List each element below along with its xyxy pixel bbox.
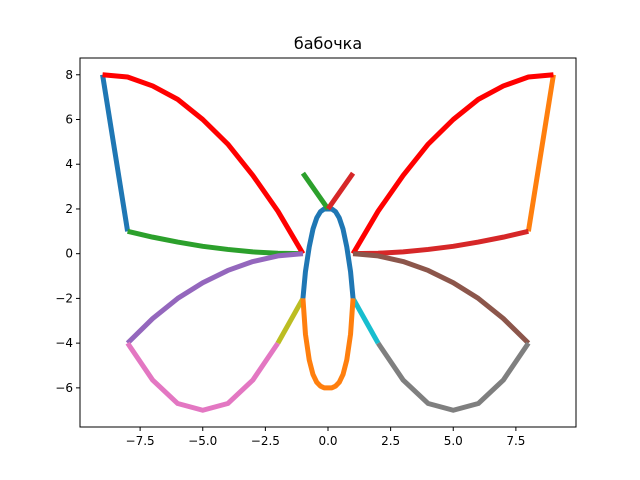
series-line-8: [352, 251, 531, 345]
series-line-12: [350, 297, 381, 345]
series-line-4: [353, 228, 529, 257]
series-line-10: [376, 341, 531, 413]
y-axis: −6 −4 −2 0 2 4 6 8: [55, 68, 80, 395]
y-tick-label: −6: [55, 381, 73, 395]
x-tick-label: −7.5: [126, 434, 155, 448]
y-tick-label: −4: [55, 336, 73, 350]
x-tick-label: −2.5: [251, 434, 280, 448]
x-tick-label: −5.0: [188, 434, 217, 448]
chart-title: бабочка: [294, 34, 362, 53]
series-layer: [100, 72, 556, 413]
series-line-3: [127, 228, 303, 257]
series-line-2: [525, 74, 556, 232]
y-tick-label: 8: [65, 68, 73, 82]
y-tick-label: 2: [65, 202, 73, 216]
series-line-9: [125, 341, 280, 413]
series-line-14: [300, 298, 356, 391]
x-tick-label: 5.0: [444, 434, 463, 448]
series-line-6: [350, 72, 554, 255]
series-line-15: [300, 171, 331, 211]
series-line-7: [125, 251, 304, 345]
y-tick-label: 6: [65, 113, 73, 127]
x-tick-label: 2.5: [381, 434, 400, 448]
series-line-5: [102, 72, 306, 255]
series-line-1: [100, 74, 131, 232]
x-tick-label: 0.0: [318, 434, 337, 448]
y-tick-label: −2: [55, 291, 73, 305]
series-line-11: [275, 297, 306, 345]
y-tick-label: 0: [65, 247, 73, 261]
y-tick-label: 4: [65, 157, 73, 171]
x-axis: −7.5 −5.0 −2.5 0.0 2.5 5.0 7.5: [126, 427, 525, 448]
x-tick-label: 7.5: [506, 434, 525, 448]
series-line-16: [325, 171, 356, 211]
